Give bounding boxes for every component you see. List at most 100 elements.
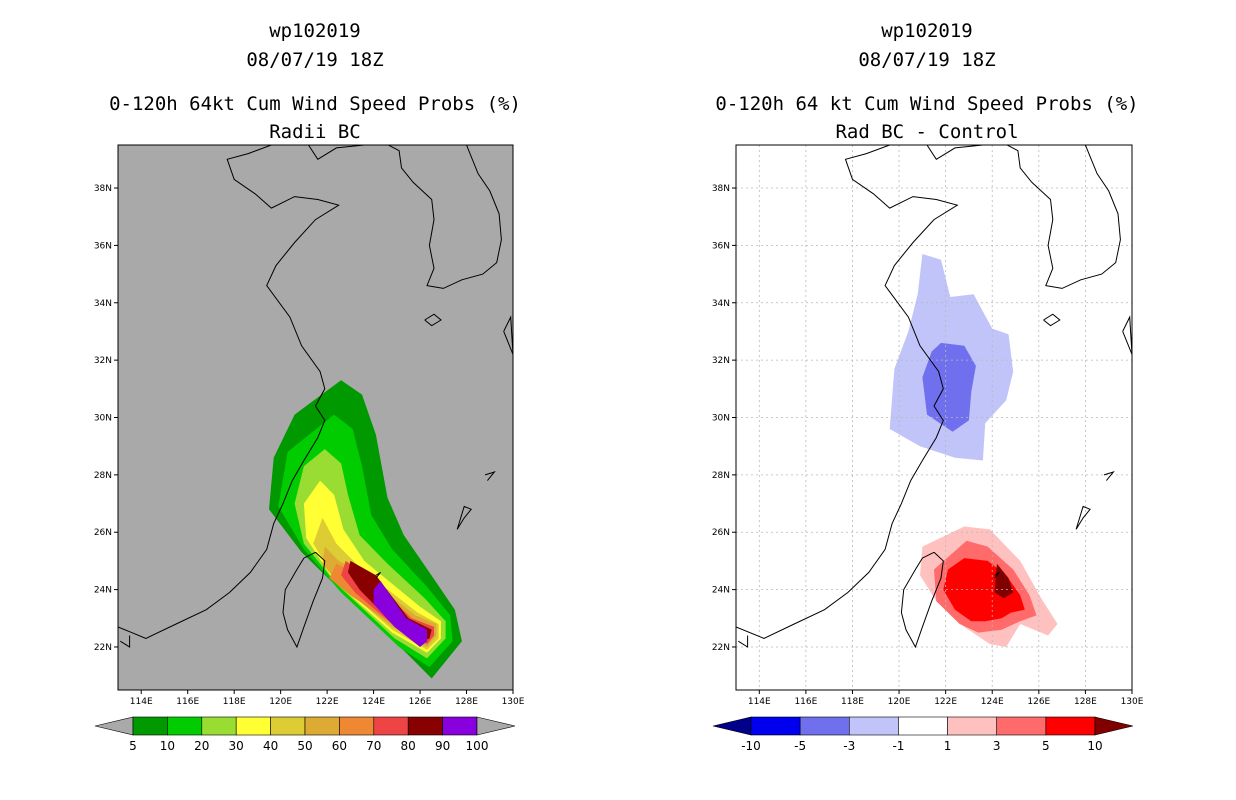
colorbar-swatch <box>407 716 443 736</box>
colorbar-high-triangle <box>1094 716 1134 736</box>
left-map-panel: 114E 116E 118E 120E 122E 124E 126E 128E 130E 22N 2… <box>94 144 525 707</box>
colorbar-label: 90 <box>435 739 450 753</box>
lat-tick-label: 34N <box>94 299 112 309</box>
lat-tick-label: 28N <box>712 471 730 481</box>
lon-tick-label: 130E <box>1121 697 1144 707</box>
colorbar-label: 50 <box>297 739 312 753</box>
colorbar-low-triangle <box>94 716 134 736</box>
colorbar-label: -3 <box>843 739 855 753</box>
colorbar-swatch <box>201 716 237 736</box>
lat-tick-label: 38N <box>94 184 112 194</box>
lon-tick-label: 126E <box>1027 697 1050 707</box>
contour-5-pct <box>943 558 1025 622</box>
right-datetime: 08/07/19 18Z <box>858 49 995 71</box>
lon-tick-label: 120E <box>888 697 911 707</box>
colorbar-label: 20 <box>194 739 209 753</box>
lat-tick-label: 24N <box>712 586 730 596</box>
lat-tick-label: 30N <box>712 414 730 424</box>
lon-tick-label: 116E <box>176 697 199 707</box>
coastline <box>503 315 513 355</box>
colorbar-label: 40 <box>263 739 278 753</box>
colorbar-swatch <box>373 716 409 736</box>
lon-tick-label: 128E <box>1074 697 1097 707</box>
colorbar-label: -10 <box>741 739 761 753</box>
colorbar-swatch <box>848 716 899 736</box>
colorbar-swatch <box>132 716 168 736</box>
left-chart-subtitle: Radii BC <box>269 121 361 143</box>
coastline <box>900 551 944 649</box>
colorbar-swatch <box>750 716 801 736</box>
colorbar-swatch <box>799 716 850 736</box>
coastline <box>282 551 326 649</box>
coastline <box>1122 315 1132 355</box>
lon-tick-label: 128E <box>455 697 478 707</box>
right-chart-title: 0-120h 64 kt Cum Wind Speed Probs (%) <box>715 93 1138 115</box>
colorbar-label: 10 <box>160 739 175 753</box>
colorbar-swatch <box>270 716 306 736</box>
right-map-panel: 114E 116E 118E 120E 122E 124E 126E 128E 130E 22N 2… <box>712 144 1144 707</box>
colorbar-label: 5 <box>129 739 137 753</box>
colorbar-label: 100 <box>466 739 489 753</box>
lon-tick-label: 120E <box>269 697 292 707</box>
colorbar-swatch <box>898 716 948 736</box>
colorbar-swatch <box>339 716 375 736</box>
lat-tick-label: 26N <box>94 528 112 538</box>
colorbar-swatch <box>947 716 998 736</box>
colorbar-high-triangle <box>476 716 516 736</box>
colorbar-swatch <box>1045 716 1096 736</box>
coastline <box>424 313 442 327</box>
colorbar-swatch <box>996 716 1047 736</box>
colorbar-swatch <box>442 716 478 736</box>
lat-tick-label: 28N <box>94 471 112 481</box>
colorbar-label: 80 <box>401 739 416 753</box>
lat-tick-label: 36N <box>712 241 730 251</box>
lat-tick-label: 24N <box>94 586 112 596</box>
lat-tick-label: 34N <box>712 299 730 309</box>
lon-tick-label: 118E <box>223 697 246 707</box>
colorbar-label: 10 <box>1087 739 1102 753</box>
colorbar-label: 30 <box>229 739 244 753</box>
colorbar-label: 60 <box>332 739 347 753</box>
colorbar-swatch <box>304 716 340 736</box>
lon-tick-label: 124E <box>981 697 1004 707</box>
coastline <box>736 145 959 639</box>
colorbar-label: -5 <box>794 739 806 753</box>
lat-tick-label: 32N <box>94 356 112 366</box>
lon-tick-label: 124E <box>362 697 385 707</box>
colorbar-low-triangle <box>712 716 752 736</box>
coastline <box>484 471 496 481</box>
lat-tick-label: 38N <box>712 184 730 194</box>
left-chart-title: 0-120h 64kt Cum Wind Speed Probs (%) <box>109 93 521 115</box>
colorbar-label: 1 <box>944 739 952 753</box>
coastline <box>926 145 1121 289</box>
colorbar-label: 70 <box>366 739 381 753</box>
right-chart-subtitle: Rad BC - Control <box>835 121 1018 143</box>
lon-tick-label: 122E <box>316 697 339 707</box>
lon-tick-label: 122E <box>934 697 957 707</box>
lat-tick-label: 32N <box>712 356 730 366</box>
colorbar-swatch <box>167 716 203 736</box>
right-storm-id: wp102019 <box>881 20 973 42</box>
coastline <box>120 635 131 648</box>
lon-tick-label: 130E <box>502 697 525 707</box>
colorbar-label: 3 <box>993 739 1001 753</box>
colorbar-swatch <box>235 716 271 736</box>
coastline <box>738 635 749 648</box>
lon-tick-label: 126E <box>409 697 432 707</box>
coastline <box>1075 505 1091 530</box>
lon-tick-label: 116E <box>794 697 817 707</box>
right-colorbar: -10 -5 -3 -1 1 3 5 10 <box>712 716 1134 753</box>
colorbar-label: -1 <box>892 739 904 753</box>
left-storm-id: wp102019 <box>269 20 361 42</box>
lat-tick-label: 22N <box>712 643 730 653</box>
lat-tick-label: 26N <box>712 528 730 538</box>
coastline <box>456 505 473 530</box>
colorbar-label: 5 <box>1042 739 1050 753</box>
lat-tick-label: 22N <box>94 643 112 653</box>
left-datetime: 08/07/19 18Z <box>246 49 383 71</box>
lon-tick-label: 114E <box>130 697 153 707</box>
left-colorbar: 5 10 20 30 40 50 60 70 80 90 100 <box>94 716 516 753</box>
coastline <box>375 571 381 579</box>
lat-tick-label: 30N <box>94 414 112 424</box>
